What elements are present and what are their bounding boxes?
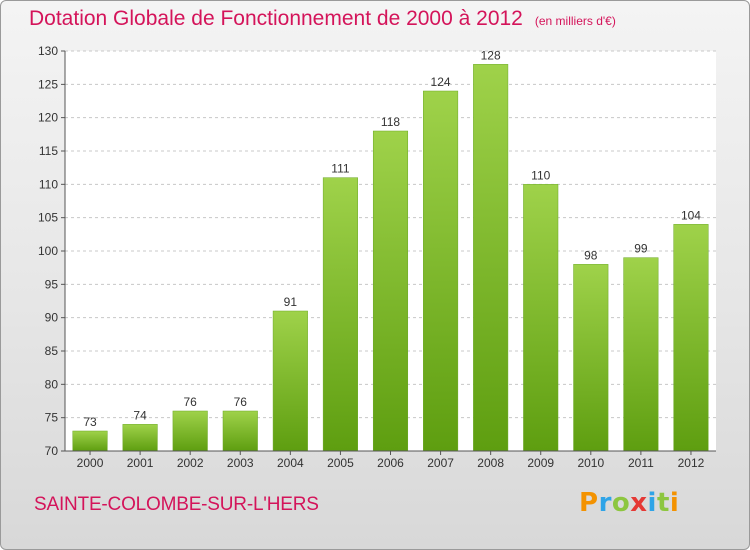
x-tick-label: 2001 xyxy=(127,456,154,470)
x-tick-label: 2007 xyxy=(427,456,454,470)
x-tick-label: 2006 xyxy=(377,456,404,470)
y-tick-label: 95 xyxy=(45,277,59,291)
chart-title: Dotation Globale de Fonctionnement de 20… xyxy=(29,7,616,31)
proxiti-logo: Proxiti xyxy=(579,488,679,518)
y-tick-label: 125 xyxy=(38,77,58,91)
bar xyxy=(573,264,609,452)
y-tick-label: 75 xyxy=(45,411,59,425)
x-tick-label: 2004 xyxy=(277,456,304,470)
bar xyxy=(272,310,308,452)
y-tick-label: 70 xyxy=(45,444,59,458)
data-label: 76 xyxy=(234,395,248,409)
logo-letter: i xyxy=(669,488,680,518)
logo-letter: r xyxy=(598,488,612,518)
bar xyxy=(473,64,509,452)
x-tick-label: 2010 xyxy=(577,456,604,470)
x-tick-label: 2011 xyxy=(628,456,654,470)
data-label: 111 xyxy=(331,162,350,176)
y-tick-label: 90 xyxy=(45,311,59,325)
logo-letter: P xyxy=(579,488,599,518)
logo-letter: o xyxy=(611,488,631,518)
x-tick-label: 2009 xyxy=(527,456,554,470)
data-label: 104 xyxy=(681,208,701,222)
y-tick-label: 120 xyxy=(38,111,58,125)
x-tick-label: 2005 xyxy=(327,456,354,470)
bar xyxy=(222,410,258,452)
y-tick-label: 110 xyxy=(39,177,58,191)
data-label: 73 xyxy=(83,415,97,429)
bar xyxy=(523,184,559,452)
bar xyxy=(122,424,158,452)
x-tick-label: 2008 xyxy=(477,456,504,470)
y-tick-label: 85 xyxy=(45,344,59,358)
bar xyxy=(72,430,108,452)
y-tick-label: 130 xyxy=(38,44,58,58)
chart-title-text: Dotation Globale de Fonctionnement de 20… xyxy=(29,7,523,30)
bar xyxy=(172,410,208,452)
data-label: 128 xyxy=(481,48,501,62)
data-label: 98 xyxy=(584,248,598,262)
y-tick-label: 105 xyxy=(38,211,58,225)
data-label: 91 xyxy=(284,295,298,309)
data-label: 124 xyxy=(431,75,451,89)
y-tick-label: 80 xyxy=(45,377,59,391)
bar xyxy=(623,257,659,452)
x-tick-label: 2000 xyxy=(77,456,104,470)
unit-note: (en milliers d'€) xyxy=(534,14,616,28)
bar xyxy=(322,177,358,452)
y-tick-label: 115 xyxy=(39,144,58,158)
data-label: 74 xyxy=(133,408,147,422)
logo-letter: t xyxy=(656,488,670,518)
data-label: 110 xyxy=(531,168,550,182)
data-label: 99 xyxy=(634,242,648,256)
logo-letter: x xyxy=(630,488,648,518)
logo-letter: i xyxy=(647,488,657,518)
y-tick-label: 100 xyxy=(38,244,58,258)
x-tick-label: 2012 xyxy=(678,456,705,470)
data-label: 118 xyxy=(381,115,400,129)
x-tick-label: 2003 xyxy=(227,456,254,470)
data-label: 76 xyxy=(184,395,198,409)
bar xyxy=(423,90,459,452)
x-tick-label: 2002 xyxy=(177,456,204,470)
bar xyxy=(673,224,709,452)
bar xyxy=(372,130,409,452)
commune-name: SAINTE-COLOMBE-SUR-L'HERS xyxy=(34,494,319,515)
